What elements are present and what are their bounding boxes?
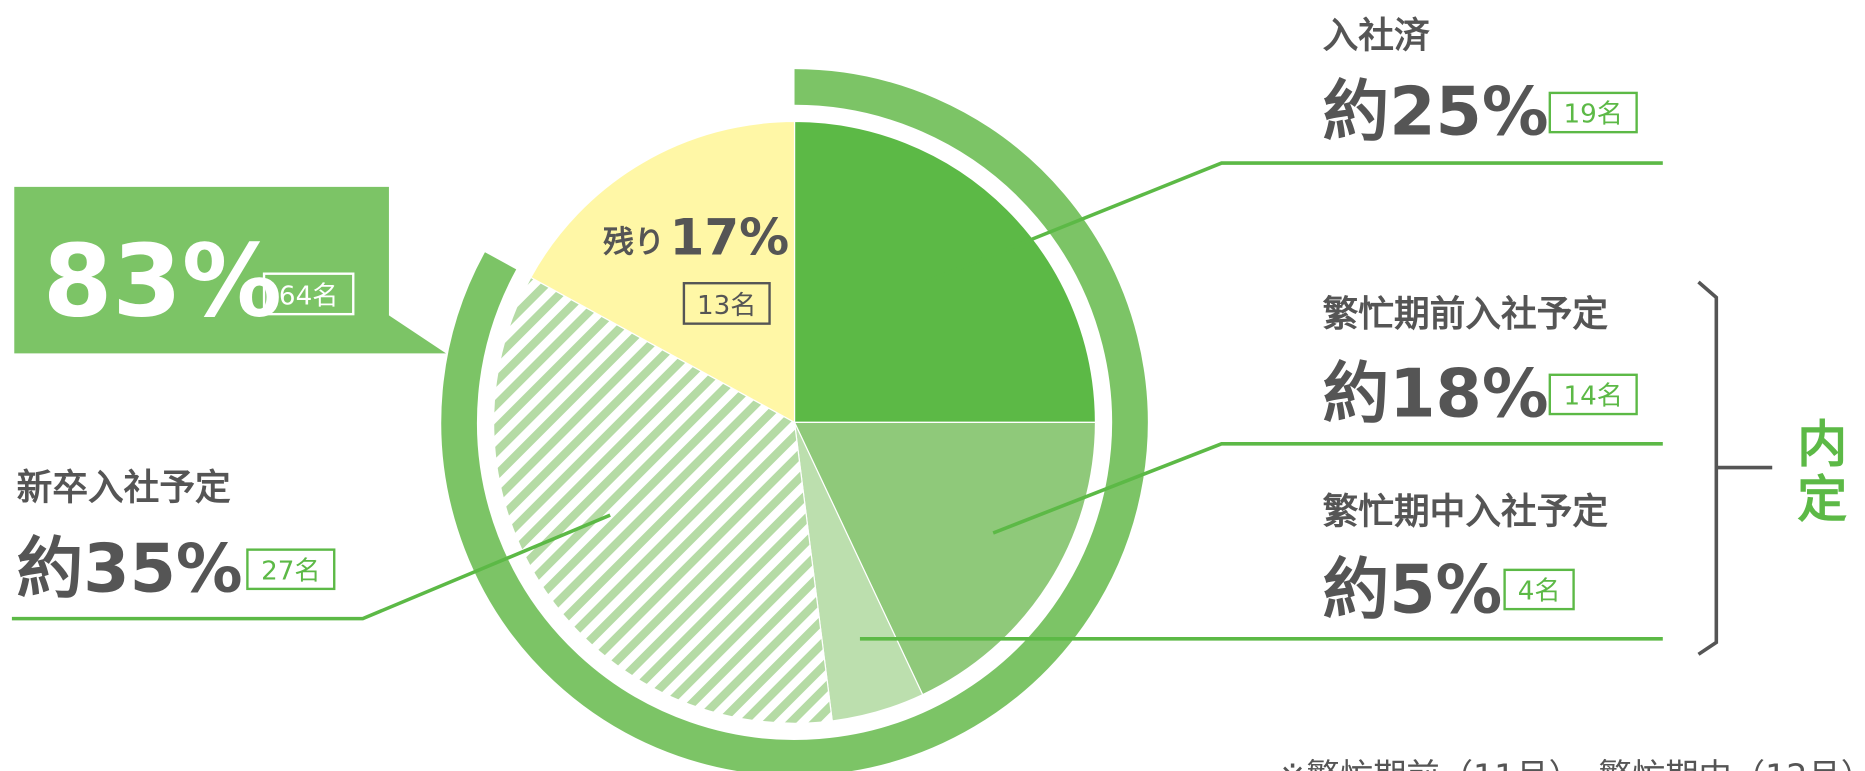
category-label: 残り bbox=[603, 224, 665, 260]
count-label: 4名 bbox=[1518, 577, 1561, 607]
count-label: 14名 bbox=[1563, 382, 1622, 412]
pie-slice bbox=[493, 276, 833, 724]
pie bbox=[493, 120, 1097, 724]
leader-line bbox=[992, 441, 1663, 535]
count-box bbox=[682, 282, 771, 325]
group-label: 定 bbox=[1797, 470, 1847, 528]
category-label: 繁忙期前入社予定 bbox=[1323, 294, 1609, 335]
count-box bbox=[1503, 568, 1575, 611]
category-label: 新卒入社予定 bbox=[17, 468, 231, 509]
pie-slice bbox=[793, 421, 1097, 696]
count-box bbox=[1548, 91, 1638, 134]
count-label: 13名 bbox=[697, 291, 756, 321]
note: ※繁忙期前（11月）、繁忙期中（12月） bbox=[1279, 757, 1865, 771]
value-label: 約25% bbox=[1323, 73, 1549, 151]
value-label: 約5% bbox=[1323, 551, 1503, 629]
count-label: 64名 bbox=[279, 282, 338, 312]
leader-line bbox=[11, 513, 611, 621]
leader-line bbox=[924, 161, 1663, 284]
value-label: 17% bbox=[670, 209, 790, 267]
count-box bbox=[246, 548, 336, 591]
count-box bbox=[262, 272, 355, 316]
total-label: 83% bbox=[43, 222, 282, 339]
pie-slice bbox=[530, 120, 796, 424]
callout bbox=[14, 186, 447, 354]
pie-slice bbox=[793, 120, 1097, 423]
count-label: 19名 bbox=[1563, 100, 1622, 130]
value-label: 約35% bbox=[17, 529, 243, 607]
total-arc bbox=[441, 69, 1148, 771]
category-label: 入社済 bbox=[1323, 16, 1430, 57]
count-box bbox=[1548, 373, 1638, 416]
group-label: 内 bbox=[1797, 416, 1847, 474]
bracket bbox=[1697, 280, 1773, 656]
count-label: 27名 bbox=[261, 556, 320, 586]
category-label: 繁忙期中入社予定 bbox=[1323, 491, 1609, 532]
value-label: 約18% bbox=[1323, 354, 1549, 432]
